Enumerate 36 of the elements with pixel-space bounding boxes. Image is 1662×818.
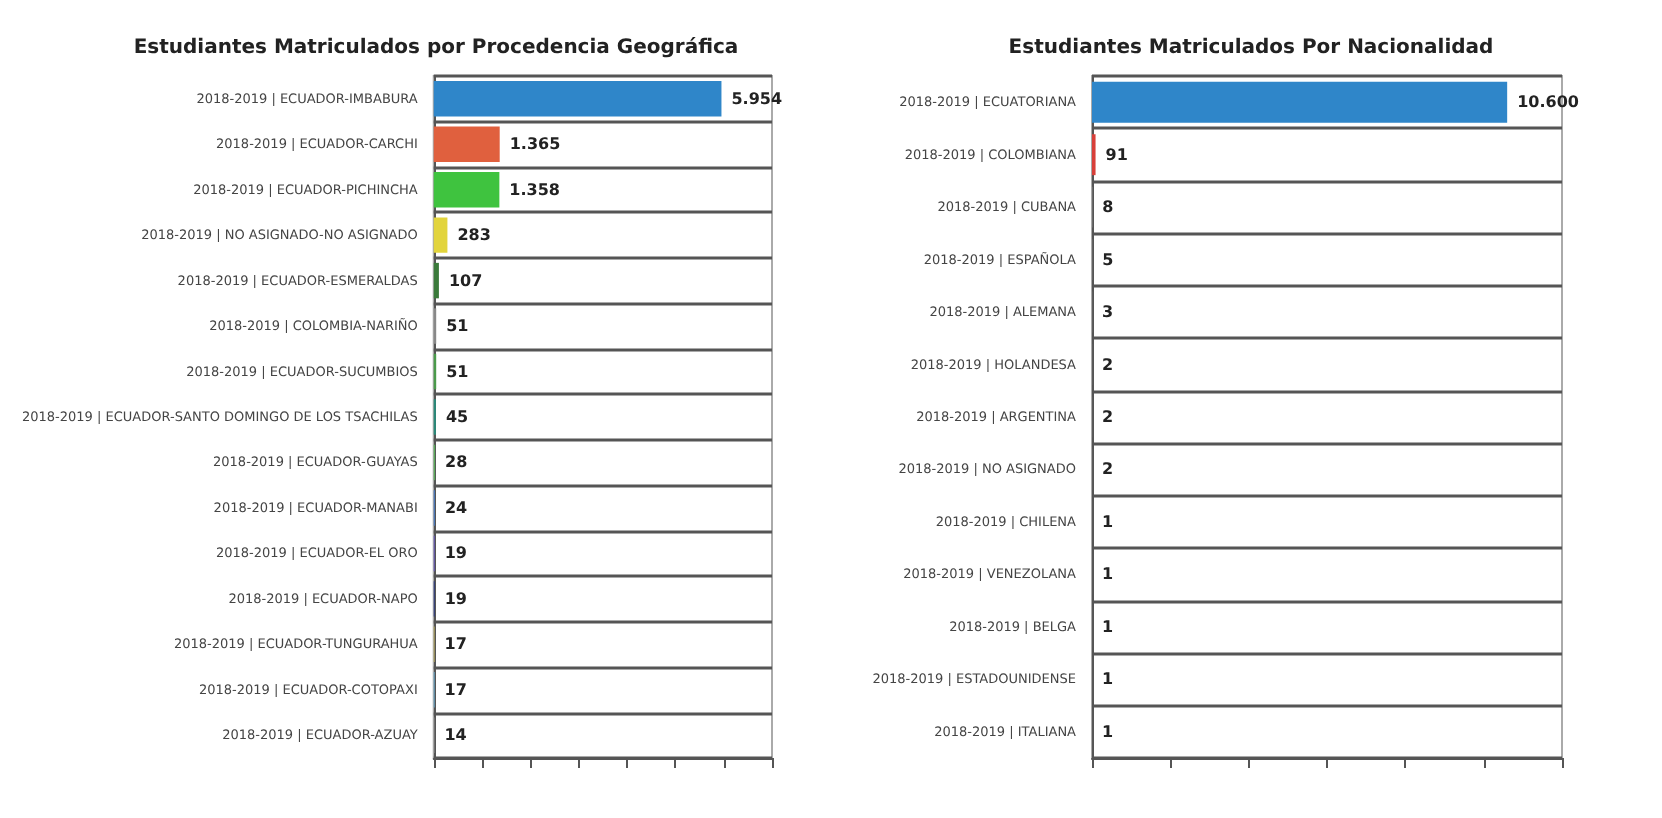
chart-title: Estudiantes Matriculados por Procedencia Geográfica — [133, 37, 739, 59]
data-label: 1 — [1102, 722, 1115, 741]
data-label: 17 — [444, 635, 467, 654]
data-label: 1.365 — [509, 135, 562, 154]
data-label: 51 — [446, 362, 470, 381]
data-label: 1 — [1102, 512, 1115, 531]
data-label: 19 — [444, 544, 468, 563]
bar — [433, 171, 500, 208]
data-label: 14 — [444, 726, 468, 745]
data-label: 51 — [446, 317, 470, 336]
data-label: 19 — [444, 589, 468, 608]
data-label: 1 — [1102, 670, 1115, 689]
data-label: 10.600 — [1517, 93, 1580, 112]
data-label: 1 — [1102, 617, 1115, 636]
bar — [433, 217, 448, 253]
data-label: 1.358 — [509, 180, 561, 199]
chart-title: Estudiantes Matriculados Por Nacionalidad — [1008, 37, 1494, 59]
data-label: 107 — [448, 271, 483, 290]
data-label: 5 — [1102, 250, 1115, 269]
data-label: 2 — [1102, 355, 1114, 374]
bar — [433, 262, 439, 299]
bar — [433, 81, 722, 117]
bar — [433, 126, 500, 162]
data-label: 8 — [1102, 198, 1115, 217]
data-label: 17 — [444, 680, 467, 699]
data-label: 24 — [444, 498, 469, 517]
data-label: 2 — [1102, 408, 1114, 426]
data-label: 28 — [445, 453, 469, 472]
data-label: 2 — [1102, 460, 1114, 479]
data-label: 1 — [1102, 565, 1115, 584]
bar — [1092, 81, 1508, 123]
data-label: 91 — [1105, 145, 1129, 164]
data-label: 283 — [457, 226, 491, 245]
data-label: 3 — [1102, 303, 1114, 322]
data-label: 5.954 — [731, 89, 783, 108]
data-label: 45 — [445, 408, 470, 426]
